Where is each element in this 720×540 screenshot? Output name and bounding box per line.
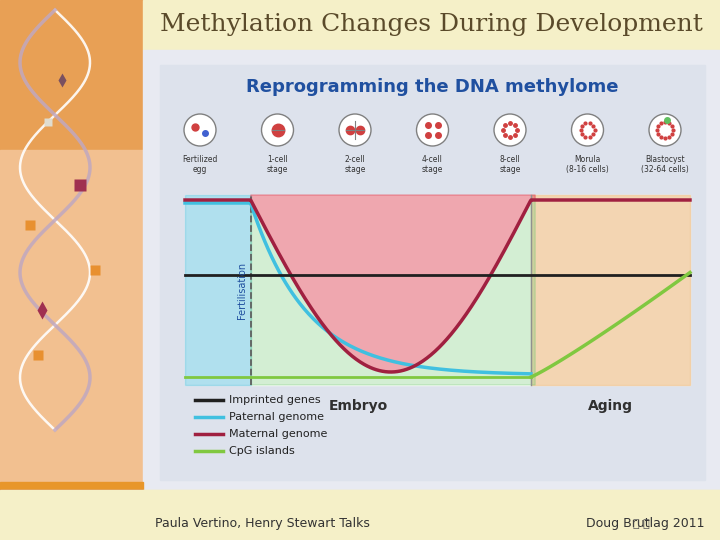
Text: Blastocyst
(32-64 cells): Blastocyst (32-64 cells) (641, 155, 689, 174)
Text: Imprinted genes: Imprinted genes (229, 395, 320, 405)
Polygon shape (185, 195, 251, 385)
Text: Paternal genome: Paternal genome (229, 412, 324, 422)
Text: Paula Vertino, Henry Stewart Talks: Paula Vertino, Henry Stewart Talks (155, 517, 370, 530)
Text: CpG islands: CpG islands (229, 446, 294, 456)
Bar (531, 195, 690, 385)
Circle shape (339, 114, 371, 146)
Bar (0, 490, 143, 540)
Bar (0, 490, 720, 540)
Text: Maternal genome: Maternal genome (229, 429, 328, 439)
Text: 2-cell
stage: 2-cell stage (344, 155, 366, 174)
Polygon shape (251, 200, 535, 385)
Circle shape (184, 114, 216, 146)
Text: Methylation Changes During Development: Methylation Changes During Development (160, 14, 703, 37)
Text: 8-cell
stage: 8-cell stage (499, 155, 521, 174)
Text: Aging: Aging (588, 399, 633, 413)
Bar (143, 490, 720, 540)
Circle shape (494, 114, 526, 146)
Circle shape (649, 114, 681, 146)
Bar (0, 482, 143, 490)
Text: Fertilisation: Fertilisation (237, 261, 247, 319)
Bar (0, 0, 143, 150)
Polygon shape (251, 195, 535, 372)
Text: 4-cell
stage: 4-cell stage (422, 155, 444, 174)
Text: Ⓒ Ⓟ: Ⓒ Ⓟ (633, 519, 649, 529)
Text: Doug Brutlag 2011: Doug Brutlag 2011 (587, 517, 705, 530)
Circle shape (572, 114, 603, 146)
Text: Embryo: Embryo (328, 399, 387, 413)
Bar (0, 150, 143, 485)
Text: Fertilized
egg: Fertilized egg (182, 155, 217, 174)
Text: Reprogramming the DNA methylome: Reprogramming the DNA methylome (246, 78, 618, 96)
Bar (185, 195, 690, 385)
Circle shape (261, 114, 294, 146)
Bar (160, 65, 705, 480)
Text: 1-cell
stage: 1-cell stage (267, 155, 288, 174)
Text: Morula
(8-16 cells): Morula (8-16 cells) (566, 155, 609, 174)
Circle shape (416, 114, 449, 146)
Bar (143, 50, 720, 490)
Bar (143, 0, 720, 50)
